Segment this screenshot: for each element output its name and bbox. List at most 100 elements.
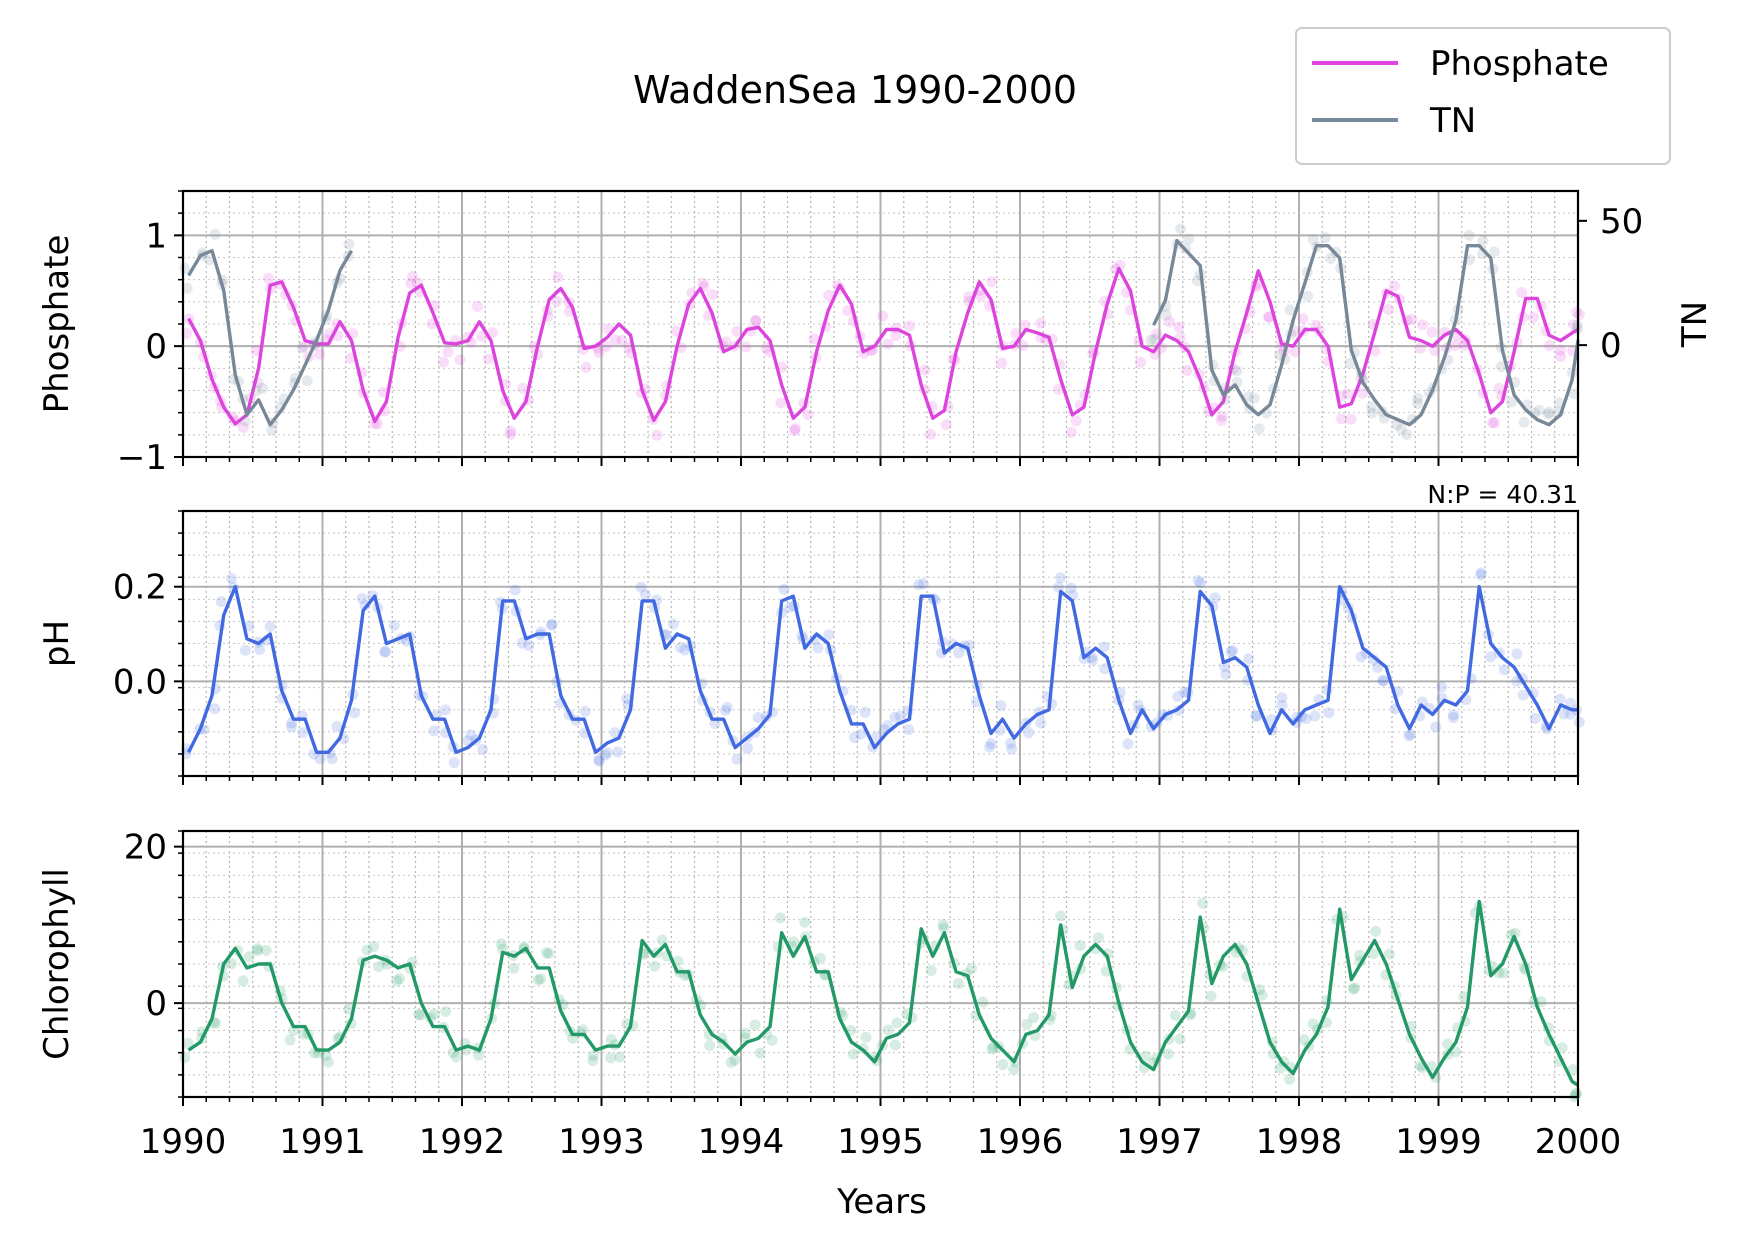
chlorophyll-scatter-point	[882, 1024, 894, 1036]
x-tick-label: 1998	[1256, 1122, 1343, 1162]
y-tick-label: 0.0	[113, 662, 167, 702]
tn-scatter-point	[239, 415, 251, 427]
tn-scatter-point	[1148, 333, 1160, 345]
np-ratio-label: N:P = 40.31	[1427, 480, 1578, 509]
chlorophyll-scatter-point	[429, 1008, 441, 1020]
ph-scatter-point	[314, 753, 326, 765]
chlorophyll-scatter-point	[450, 1051, 462, 1063]
ph-scatter-point	[859, 706, 871, 718]
panel-frame	[181, 189, 1580, 459]
chlorophyll-scatter-point	[704, 1040, 716, 1052]
y-tick-label: 20	[124, 828, 167, 868]
phosphate-scatter-point	[1487, 417, 1499, 429]
ph-scatter-point	[1065, 582, 1077, 594]
ph-scatter-point	[379, 646, 391, 658]
x-axis-title: Years	[836, 1182, 927, 1222]
x-tick-label: 1995	[837, 1122, 924, 1162]
ph-scatter-point	[1403, 730, 1415, 742]
chlorophyll-scatter-point	[729, 1054, 741, 1066]
y-axis-title: Phosphate	[37, 235, 77, 414]
ph-scatter-point	[1475, 569, 1487, 581]
y-tick-label: 0.2	[113, 568, 167, 608]
chlorophyll-scatter-point	[749, 1019, 761, 1031]
ph-scatter-point	[428, 725, 440, 737]
x-tick-label: 1992	[419, 1122, 506, 1162]
phosphate-scatter-point	[1173, 321, 1185, 333]
chlorophyll-scatter-point	[532, 974, 544, 986]
ph-scatter-point	[1132, 699, 1144, 711]
chlorophyll-panel: 0 20 Chlorophyll	[37, 828, 1583, 1106]
ph-scatter-point	[609, 727, 621, 739]
phosphate-scatter-point	[504, 428, 516, 440]
phosphate-scatter-point	[1336, 413, 1348, 425]
ph-scatter-point	[593, 754, 605, 766]
ph-line	[187, 585, 1578, 754]
chlorophyll-scatter-point	[799, 916, 811, 928]
ph-scatter-point	[1220, 668, 1232, 680]
phosphate-scatter-point	[1544, 340, 1556, 352]
phosphate-scatter-point	[1527, 311, 1539, 323]
x-tick-label: 1990	[140, 1122, 227, 1162]
phosphate-scatter-point	[1342, 388, 1354, 400]
chlorophyll-scatter-point	[1140, 1050, 1152, 1062]
chlorophyll-scatter-point	[284, 1034, 296, 1046]
phosphate-scatter-point	[250, 345, 262, 357]
tn-scatter-point	[301, 375, 313, 387]
legend-label-phosphate: Phosphate	[1430, 44, 1609, 84]
ph-scatter-point	[731, 753, 743, 765]
ph-scatter-point	[612, 746, 624, 758]
ph-scatter-point	[349, 707, 361, 719]
tn-scatter-point	[256, 382, 268, 394]
phosphate-scatter-point	[731, 325, 743, 337]
ph-scatter-point	[1499, 664, 1511, 676]
phosphate-scatter-point	[1554, 344, 1566, 356]
phosphate-scatter-point	[1263, 311, 1275, 323]
ph-scatter-point	[1430, 721, 1442, 733]
x-tick-label: 1999	[1395, 1122, 1482, 1162]
phosphate-scatter-point	[750, 315, 762, 327]
chlorophyll-scatter-point	[373, 961, 385, 973]
chlorophyll-scatter-point	[226, 958, 238, 970]
ph-scatter-point	[721, 701, 733, 713]
ph-scatter-point	[719, 704, 731, 716]
tn-scatter-point	[203, 254, 215, 266]
tn-tick-label: 50	[1600, 202, 1643, 242]
ph-scatter-point	[848, 732, 860, 744]
phosphate-scatter-point	[1035, 317, 1047, 329]
phosphate-scatter-point	[750, 314, 762, 326]
tn-scatter-point	[1253, 423, 1265, 435]
chlorophyll-scatter-point	[1021, 1018, 1033, 1030]
phosphate-scatter-point	[924, 428, 936, 440]
chlorophyll-scatter-point	[391, 975, 403, 987]
ph-scatter-point	[1276, 699, 1288, 711]
phosphate-scatter-point	[651, 429, 663, 441]
tn-scatter-point	[1495, 361, 1507, 373]
ph-scatter-point	[667, 618, 679, 630]
chlorophyll-scatter-point	[1074, 940, 1086, 952]
ph-scatter-point	[1405, 728, 1417, 740]
chlorophyll-scatter-point	[1370, 925, 1382, 937]
tn-line	[1152, 238, 1580, 427]
phosphate-scatter-point	[600, 340, 612, 352]
phosphate-scatter-point	[1345, 413, 1357, 425]
tn-scatter-point	[181, 282, 193, 294]
ph-scatter-point	[995, 700, 1007, 712]
tn-scatter-point	[1366, 407, 1378, 419]
phosphate-scatter-point	[1289, 346, 1301, 358]
ph-scatter-point	[1309, 710, 1321, 722]
ph-scatter-point	[778, 583, 790, 595]
ph-scatter-point	[439, 704, 451, 716]
tn-scatter-point	[1183, 233, 1195, 245]
ph-scatter-point	[1243, 653, 1255, 665]
tn-scatter-point	[1488, 246, 1500, 258]
tn-scatter-point	[1395, 423, 1407, 435]
ph-scatter-point	[285, 721, 297, 733]
tn-axis-title: TN	[1675, 301, 1715, 348]
tn-scatter-point	[1463, 229, 1475, 241]
ph-scatter-point	[679, 644, 691, 656]
ph-scatter-point	[1086, 654, 1098, 666]
ph-scatter-point	[742, 742, 754, 754]
chlorophyll-scatter-point	[725, 1056, 737, 1068]
tn-scatter-point	[1344, 357, 1356, 369]
chlorophyll-scatter-point	[251, 943, 263, 955]
